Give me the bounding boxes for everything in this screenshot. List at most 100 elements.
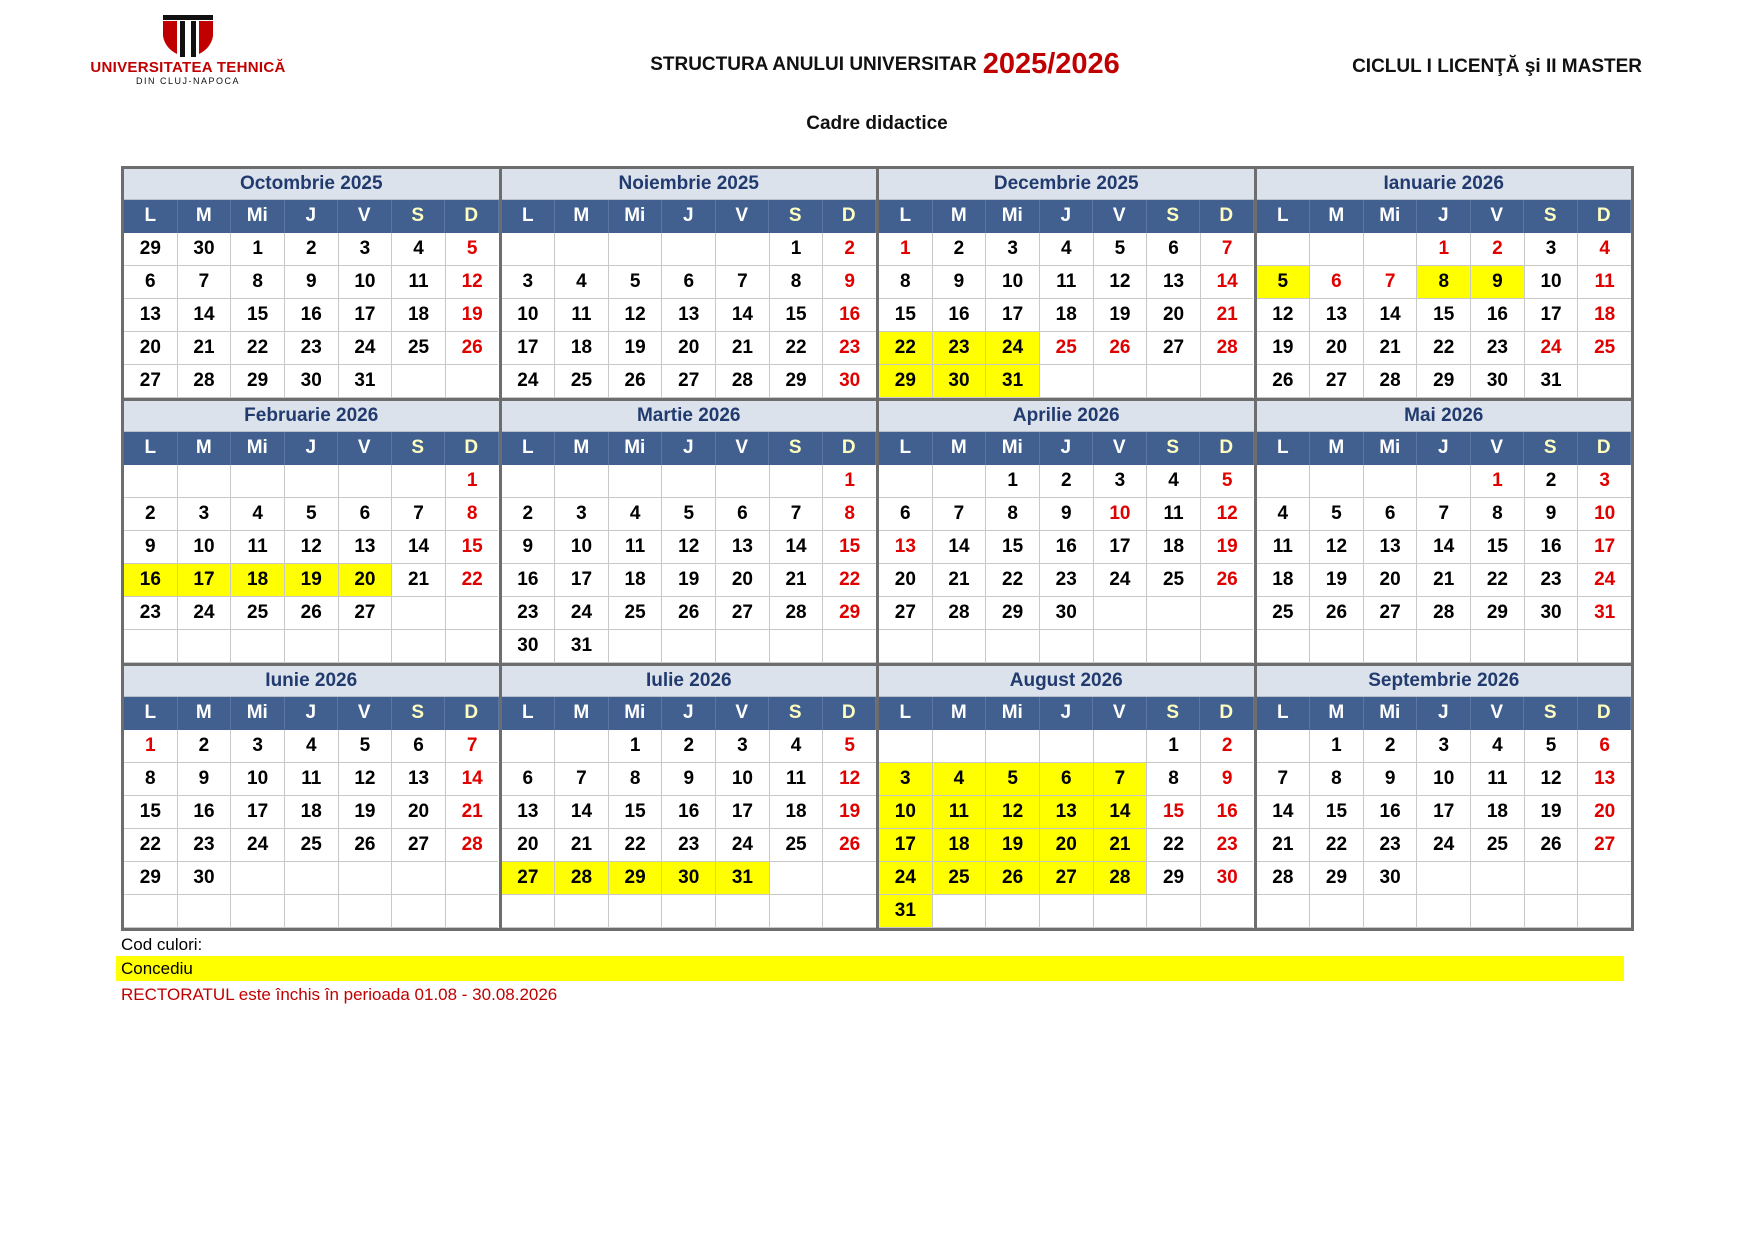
day-cell: 30 <box>1039 597 1094 630</box>
week-row: 17 18 19 20 21 22 23 <box>879 829 1254 862</box>
empty-cell <box>716 465 770 498</box>
empty-cell <box>662 630 717 663</box>
month-calendar: Octombrie 2025 L M Mi J V S D 29 30 1 2 3 4 5 6 7 8 9 10 11 1… <box>124 169 499 398</box>
empty-cell <box>986 895 1040 928</box>
day-cell: 30 <box>1200 862 1254 895</box>
weekday-label: V <box>716 432 769 465</box>
week-row <box>1256 630 1632 663</box>
week-row: 29 30 <box>124 862 499 895</box>
day-cell: 3 <box>177 498 232 531</box>
day-cell: 11 <box>608 531 663 564</box>
day-cell: 22 <box>1147 829 1201 862</box>
day-cell-concediu: 27 <box>501 862 556 895</box>
weekday-label: D <box>445 432 499 465</box>
weekday-label: V <box>1093 432 1147 465</box>
day-cell: 18 <box>555 332 609 365</box>
day-cell: 23 <box>1471 332 1525 365</box>
month-title: Iunie 2026 <box>124 666 499 697</box>
day-cell: 1 <box>608 730 663 763</box>
day-cell-concediu: 29 <box>608 862 663 895</box>
week-row <box>124 630 499 663</box>
day-cell: 8 <box>986 498 1040 531</box>
weekday-label: L <box>879 697 933 730</box>
day-cell: 23 <box>662 829 717 862</box>
week-row: 19 20 21 22 23 24 25 <box>1256 332 1632 365</box>
day-cell-concediu: 19 <box>284 564 339 597</box>
week-row: 10 11 12 13 14 15 16 <box>879 796 1254 829</box>
day-cell: 16 <box>932 299 987 332</box>
empty-cell <box>338 630 393 663</box>
empty-cell <box>445 895 499 928</box>
empty-cell <box>1363 895 1418 928</box>
day-cell: 26 <box>1524 829 1579 862</box>
day-cell: 26 <box>608 365 663 398</box>
week-row: 10 11 12 13 14 15 16 <box>501 299 877 332</box>
rectorat-note: RECTORATUL este închis în perioada 01.08… <box>121 985 558 1004</box>
weekday-label: M <box>178 697 231 730</box>
weekday-label: J <box>1040 200 1093 233</box>
weekday-label: S <box>1147 697 1200 730</box>
day-cell-concediu: 12 <box>986 796 1040 829</box>
weekday-label: M <box>1310 697 1364 730</box>
day-cell: 25 <box>1039 332 1094 365</box>
day-cell: 15 <box>231 299 285 332</box>
weekday-header: L M Mi J V S D <box>1256 432 1631 465</box>
empty-cell <box>1256 465 1311 498</box>
week-row: 27 28 29 30 <box>879 597 1254 630</box>
day-cell-concediu: 9 <box>1471 266 1525 299</box>
weekday-label: L <box>502 697 555 730</box>
empty-cell <box>608 465 663 498</box>
weekday-label: J <box>662 200 716 233</box>
day-cell: 2 <box>177 730 232 763</box>
day-cell: 5 <box>1310 498 1364 531</box>
day-cell: 9 <box>932 266 987 299</box>
empty-cell <box>1417 895 1472 928</box>
empty-cell <box>445 862 499 895</box>
empty-cell <box>392 630 446 663</box>
weekday-label: D <box>1578 200 1631 233</box>
day-cell: 10 <box>177 531 232 564</box>
day-cell: 24 <box>501 365 556 398</box>
day-cell: 16 <box>177 796 232 829</box>
day-cell: 21 <box>1256 829 1311 862</box>
day-cell: 3 <box>338 233 393 266</box>
week-row: 15 16 17 18 19 20 21 <box>124 796 499 829</box>
day-cell: 3 <box>716 730 770 763</box>
weekday-label: L <box>502 432 555 465</box>
day-cell: 1 <box>445 465 499 498</box>
day-cell: 17 <box>1093 531 1148 564</box>
empty-cell <box>662 895 717 928</box>
day-cell-concediu: 13 <box>1039 796 1094 829</box>
weekday-label: S <box>392 697 445 730</box>
empty-cell <box>1256 895 1311 928</box>
day-cell: 20 <box>879 564 933 597</box>
empty-cell <box>986 630 1040 663</box>
calendar-quarter-row: Februarie 2026 L M Mi J V S D 1 2 3 4 5 6 7 8 9 10 11 12 13 1… <box>124 401 1634 666</box>
day-cell: 2 <box>1039 465 1094 498</box>
day-cell: 22 <box>124 829 178 862</box>
day-cell: 2 <box>501 498 556 531</box>
day-cell: 25 <box>608 597 663 630</box>
empty-cell <box>823 862 876 895</box>
week-row: 13 14 15 16 17 18 19 <box>124 299 499 332</box>
month-title: Octombrie 2025 <box>124 169 499 200</box>
day-cell: 29 <box>1417 365 1472 398</box>
month-calendar: August 2026 L M Mi J V S D 1 2 3 4 5 6 7 8 9 10 11 12 13 14 15… <box>879 666 1254 928</box>
month-calendar: Mai 2026 L M Mi J V S D 1 2 3 4 5 6 7 8 9 10 11 12 13 14 15 16 1… <box>1256 401 1632 663</box>
day-cell: 13 <box>501 796 556 829</box>
day-cell: 9 <box>1039 498 1094 531</box>
day-cell: 1 <box>124 730 178 763</box>
day-cell: 2 <box>284 233 339 266</box>
empty-cell <box>1417 862 1472 895</box>
empty-cell <box>1471 895 1525 928</box>
day-cell: 3 <box>986 233 1040 266</box>
week-row: 13 14 15 16 17 18 19 <box>501 796 877 829</box>
day-cell-concediu: 6 <box>1039 763 1094 796</box>
day-cell: 15 <box>879 299 933 332</box>
weekday-label: Mi <box>1364 432 1417 465</box>
day-cell: 4 <box>769 730 824 763</box>
week-row: 20 21 22 23 24 25 26 <box>879 564 1254 597</box>
